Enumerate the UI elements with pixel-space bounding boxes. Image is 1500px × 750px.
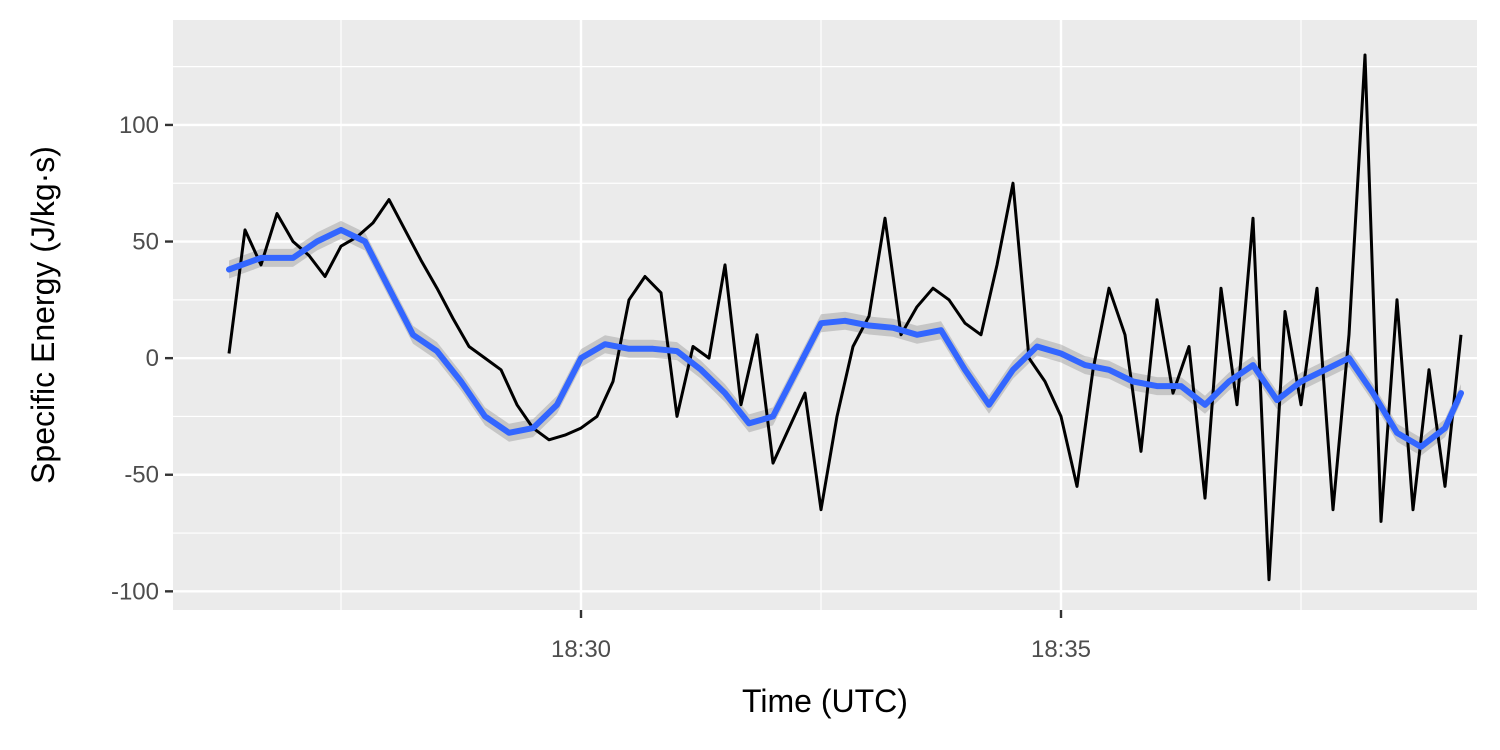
y-tick-label: -50 xyxy=(124,462,159,489)
x-tick-label: 18:30 xyxy=(551,636,611,663)
y-tick-label: 100 xyxy=(119,112,159,139)
y-tick-label: 0 xyxy=(146,345,159,372)
plot-panel xyxy=(173,20,1477,610)
x-tick-label: 18:35 xyxy=(1031,636,1091,663)
minor-gridlines xyxy=(173,20,1477,610)
smoothed-series-line xyxy=(226,226,1464,450)
x-axis-title: Time (UTC) xyxy=(742,683,908,719)
y-axis-title: Specific Energy (J/kg·s) xyxy=(25,146,61,484)
y-tick-label: -100 xyxy=(111,578,159,605)
x-axis: 18:30 18:35 xyxy=(551,610,1091,663)
y-axis: 100 50 0 -50 -100 xyxy=(111,112,173,605)
y-tick-label: 50 xyxy=(132,229,159,256)
raw-series-line xyxy=(227,53,1463,582)
